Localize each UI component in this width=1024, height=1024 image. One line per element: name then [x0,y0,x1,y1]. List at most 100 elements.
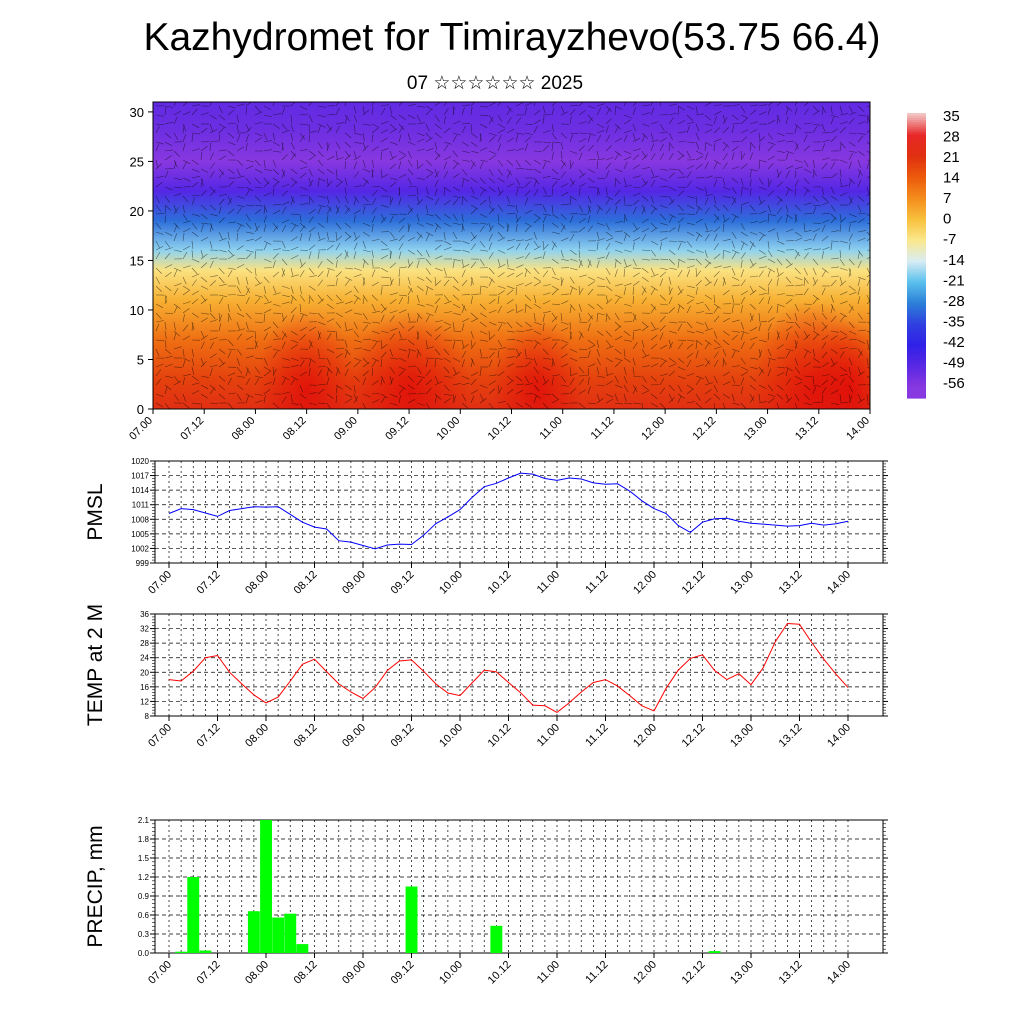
wind-barb [659,131,668,134]
colorbar-cell [907,395,926,399]
wind-barb [218,297,224,305]
wind-barb [290,285,294,294]
wind-barb [227,221,236,224]
wind-barb [371,189,378,197]
wind-barb [488,334,496,341]
wind-barb [326,258,334,265]
wind-barb [857,204,862,213]
wind-barb [812,384,821,387]
wind-barb [155,378,162,386]
wind-barb [614,357,623,362]
x-tick-label: 11.00 [537,415,564,442]
wind-barb [677,105,686,111]
wind-barb [263,276,270,284]
wind-barb [542,323,545,332]
wind-barb [812,375,814,385]
wind-barb [380,314,385,323]
wind-barb [839,280,847,287]
wind-barb [326,284,336,287]
y-tick-label: 24 [140,654,149,663]
wind-barb [704,234,710,242]
wind-barb [182,335,190,341]
wind-barb [299,314,304,323]
wind-barb [686,105,695,110]
wind-barb [416,138,425,143]
wind-barb [668,341,674,350]
wind-barb [794,204,801,211]
wind-barb [596,231,600,240]
wind-barb [191,290,200,296]
wind-barb [632,402,641,405]
wind-barb [191,348,194,357]
colorbar-cell [907,343,926,347]
wind-barb [362,393,371,398]
wind-barb [326,207,332,215]
wind-barb [560,203,569,206]
wind-barb [686,249,695,254]
wind-barb [614,199,621,206]
wind-barb [596,103,605,107]
wind-barb [326,156,335,161]
wind-barb [713,315,720,323]
wind-barb [551,102,557,107]
wind-barb [731,252,737,260]
wind-barb [281,330,288,338]
wind-barb [605,108,611,116]
wind-barb [839,276,843,285]
wind-barb [803,202,812,206]
wind-barb [533,245,542,251]
wind-barb [290,141,295,150]
wind-barb [695,321,704,325]
wind-barb [155,182,163,188]
wind-barb [254,111,263,116]
wind-barb [452,258,461,262]
wind-barb [497,339,503,348]
colorbar-cell [907,369,926,373]
wind-barb [488,168,494,177]
wind-barb [749,240,756,248]
x-tick-label: 08.12 [292,959,320,987]
wind-barb [632,154,640,161]
wind-barb [659,315,666,323]
wind-barb [317,159,324,167]
wind-barb [290,153,296,161]
wind-barb [515,117,522,125]
wind-barb [650,175,659,179]
wind-barb [785,170,790,179]
wind-barb [236,264,245,269]
wind-barb [236,232,238,242]
wind-barb [218,384,226,391]
wind-barb [632,280,640,287]
x-tick-label: 07.00 [127,415,155,443]
wind-barb [587,206,591,215]
wind-barb [434,348,441,356]
wind-barb [488,402,495,409]
wind-barb [452,383,461,386]
x-tick-label: 09.12 [383,415,411,443]
wind-barb [758,401,767,404]
wind-barb [713,306,719,314]
wind-barb [317,204,326,208]
wind-barb [281,249,291,251]
wind-barb [578,378,585,386]
wind-barb [740,296,746,305]
wind-barb [380,393,389,399]
wind-barb [650,343,658,350]
wind-barb [407,236,416,242]
wind-barb [254,195,262,202]
wind-barb [830,213,837,221]
wind-barb [821,247,830,251]
wind-barb [830,294,834,303]
wind-barb [614,269,618,278]
wind-barb [389,128,398,134]
wind-barb [569,159,572,169]
wind-barb [362,132,365,141]
wind-barb [758,393,761,402]
wind-barb [686,305,691,314]
wind-barb [659,204,668,209]
wind-barb [371,127,379,134]
wind-barb [479,384,488,389]
wind-barb [398,277,401,287]
wind-barb [812,123,821,126]
wind-barb [380,343,388,350]
